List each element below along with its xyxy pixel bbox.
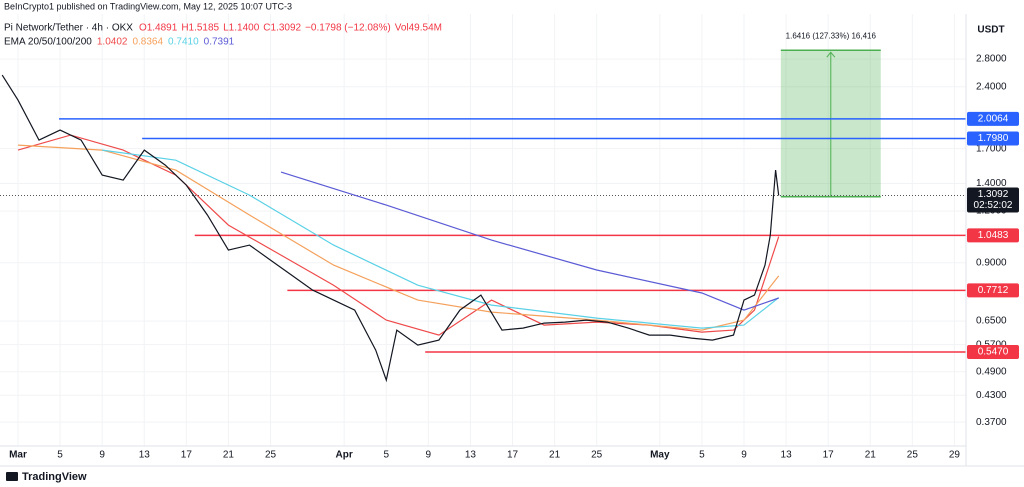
x-tick-label: 25: [591, 450, 603, 461]
ema-title: EMA 20/50/100/200: [4, 37, 92, 48]
x-tick-label: 25: [907, 450, 919, 461]
y-tick-label: 0.9000: [976, 257, 1007, 268]
price-line: [1, 74, 780, 383]
level-tag: [967, 228, 1019, 243]
y-tick-label: 2.4000: [976, 81, 1007, 92]
ema-value: 1.0402: [97, 37, 128, 48]
x-tick-label: 9: [426, 450, 432, 461]
y-tick-label: 0.4300: [976, 390, 1007, 401]
symbol-title: Pi Network/Tether · 4h · OKX: [4, 23, 133, 34]
x-tick-label: 21: [865, 450, 877, 461]
logo-icon: [6, 472, 18, 481]
footer-brand: TradingView: [22, 471, 87, 483]
y-tick-label: 2.8000: [976, 54, 1007, 65]
header-legend: Pi Network/Tether · 4h · OKX O1.4891 H1.51…: [4, 23, 442, 48]
level-tag-label: 1.0483: [978, 230, 1009, 241]
price-tag-value: 1.3092: [978, 189, 1009, 200]
target-label: 1.6416 (127.33%) 16,416: [786, 31, 877, 40]
ohlc-value: −0.1798 (−12.08%): [305, 23, 391, 34]
level-tag: [967, 131, 1019, 146]
x-tick-label: Apr: [336, 450, 353, 461]
level-tag-label: 0.7712: [978, 285, 1009, 296]
price-tag: [967, 187, 1019, 213]
y-tick-label: 0.3700: [976, 417, 1007, 428]
price-tag-countdown: 02:52:02: [974, 200, 1013, 211]
grid: [0, 14, 966, 446]
ema-value: 0.7391: [204, 37, 235, 48]
x-tick-label: 21: [223, 450, 235, 461]
target-arrowhead: [826, 51, 836, 58]
x-tick-label: 17: [181, 450, 193, 461]
ema-value: 0.8364: [132, 37, 163, 48]
ema-value: 0.7410: [168, 37, 199, 48]
price-axis: 2.80002.40001.70001.40001.20000.90000.65…: [0, 14, 1019, 466]
x-tick-label: 29: [949, 450, 961, 461]
ohlc-value: C1.3092: [263, 23, 301, 34]
x-tick-label: 13: [781, 450, 793, 461]
x-tick-label: 5: [383, 450, 389, 461]
level-tag-label: 1.7980: [978, 133, 1009, 144]
x-tick-label: 17: [507, 450, 519, 461]
x-tick-label: May: [650, 450, 670, 461]
y-tick-label: 0.5700: [976, 339, 1007, 350]
y-tick-label: 0.4900: [976, 366, 1007, 377]
ohlc-value: H1.5185: [181, 23, 219, 34]
ema-line: [102, 149, 780, 329]
y-tick-label: 1.7000: [976, 143, 1007, 154]
level-tag: [967, 345, 1019, 360]
x-tick-label: 21: [549, 450, 561, 461]
x-tick-label: 13: [139, 450, 151, 461]
ema-line: [17, 134, 780, 336]
published-note: BeInCrypto1 published on TradingView.com…: [4, 1, 292, 11]
plot-area: 1.6416 (127.33%) 16,416: [0, 31, 966, 383]
x-tick-label: Mar: [9, 450, 27, 461]
volume: Vol49.54M: [395, 23, 442, 34]
x-tick-label: 17: [823, 450, 835, 461]
x-tick-label: 5: [57, 450, 63, 461]
y-tick-label: 1.4000: [976, 178, 1007, 189]
level-tag: [967, 111, 1019, 126]
x-tick-label: 13: [465, 450, 477, 461]
level-tag-label: 0.5470: [978, 347, 1009, 358]
ema-line: [280, 171, 779, 311]
currency: USDT: [977, 25, 1004, 36]
x-tick-label: 5: [699, 450, 705, 461]
ohlc-value: L1.1400: [223, 23, 260, 34]
x-tick-label: 9: [99, 450, 105, 461]
level-tag-label: 2.0064: [978, 114, 1009, 125]
y-tick-label: 0.6500: [976, 316, 1007, 327]
footer-logo: TradingView: [6, 471, 87, 483]
level-tag: [967, 283, 1019, 298]
ohlc-value: O1.4891: [139, 23, 178, 34]
x-tick-label: 25: [265, 450, 277, 461]
x-tick-label: 9: [741, 450, 747, 461]
